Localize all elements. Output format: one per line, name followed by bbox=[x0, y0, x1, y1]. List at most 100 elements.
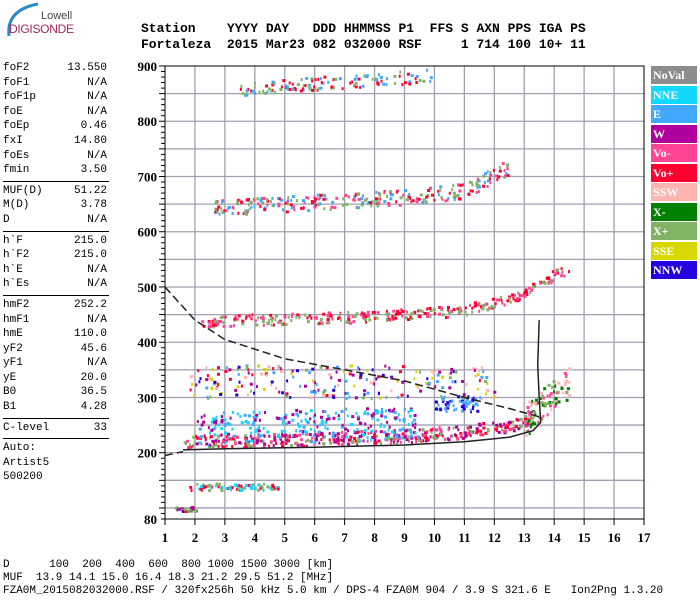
echo-dot bbox=[347, 429, 349, 433]
echo-dot bbox=[528, 411, 532, 415]
echo-dot bbox=[461, 396, 464, 400]
echo-dot bbox=[476, 409, 480, 413]
echo-dot bbox=[317, 77, 320, 81]
echo-dot bbox=[225, 366, 228, 370]
echo-dot bbox=[475, 431, 479, 435]
echo-dot bbox=[336, 432, 340, 436]
echo-dot bbox=[393, 437, 397, 441]
echo-dot bbox=[281, 440, 283, 444]
echo-dot bbox=[262, 89, 265, 93]
echo-dot bbox=[188, 446, 192, 450]
echo-dot bbox=[478, 379, 481, 383]
echo-dot bbox=[524, 420, 527, 423]
echo-dot bbox=[310, 390, 314, 394]
echo-dot bbox=[353, 84, 355, 88]
echo-dot bbox=[422, 198, 426, 202]
echo-dot bbox=[330, 85, 334, 89]
echo-dot bbox=[465, 433, 467, 437]
echo-dot bbox=[553, 271, 557, 275]
echo-dot bbox=[363, 411, 367, 415]
echo-dot bbox=[466, 397, 469, 401]
echo-dot bbox=[305, 430, 308, 434]
param-label: hmF1 bbox=[3, 313, 30, 326]
param-label: M(D) bbox=[3, 199, 30, 212]
echo-dot bbox=[527, 419, 531, 423]
echo-dot bbox=[394, 316, 398, 320]
echo-dot bbox=[342, 197, 345, 201]
echo-dot bbox=[412, 310, 415, 314]
echo-dot bbox=[361, 84, 365, 88]
echo-dot bbox=[373, 382, 376, 386]
echo-dot bbox=[327, 417, 331, 421]
echo-dot bbox=[257, 483, 261, 487]
echo-dot bbox=[435, 436, 439, 440]
x-tick-label: 17 bbox=[638, 530, 652, 545]
echo-dot bbox=[495, 423, 499, 427]
echo-dot bbox=[304, 417, 307, 421]
echo-dot bbox=[206, 395, 209, 399]
echo-dot bbox=[447, 428, 450, 432]
echo-dot bbox=[410, 312, 414, 316]
echo-dot bbox=[543, 402, 547, 406]
echo-dot bbox=[433, 198, 436, 202]
echo-dot bbox=[479, 396, 482, 400]
echo-dot bbox=[531, 399, 534, 403]
echo-dot bbox=[325, 197, 328, 201]
echo-dot bbox=[530, 288, 534, 292]
x-tick-label: 16 bbox=[608, 530, 622, 545]
echo-dot bbox=[386, 433, 390, 436]
param-row: B1 4.28 bbox=[3, 400, 107, 415]
echo-dot bbox=[269, 199, 272, 203]
echo-dot bbox=[195, 436, 199, 440]
echo-dot bbox=[370, 397, 373, 401]
echo-dot bbox=[470, 430, 473, 434]
echo-dot bbox=[484, 172, 487, 176]
echo-dot bbox=[454, 380, 457, 384]
echo-dot bbox=[461, 183, 464, 187]
echo-dot bbox=[280, 429, 284, 433]
echo-dot bbox=[251, 89, 255, 93]
echo-dot bbox=[278, 390, 281, 394]
echo-dot bbox=[237, 314, 241, 318]
echo-dot bbox=[461, 380, 465, 383]
echo-dot bbox=[273, 437, 276, 441]
echo-dot bbox=[217, 444, 220, 448]
echo-dot bbox=[482, 303, 486, 307]
echo-dot bbox=[232, 410, 234, 414]
echo-dot bbox=[348, 319, 351, 323]
echo-dot bbox=[223, 431, 227, 435]
echo-dot bbox=[308, 314, 311, 318]
echo-dot bbox=[245, 366, 249, 369]
echo-dot bbox=[233, 324, 235, 328]
echo-dot bbox=[387, 408, 391, 412]
echo-dot bbox=[566, 391, 569, 395]
echo-dot bbox=[218, 482, 221, 486]
echo-dot bbox=[308, 433, 312, 437]
echo-dot bbox=[367, 426, 370, 430]
echo-dot bbox=[236, 317, 239, 321]
legend-item-noval: NoVal bbox=[651, 66, 697, 84]
param-value: N/A bbox=[87, 278, 107, 291]
echo-dot bbox=[404, 429, 408, 433]
echo-dot bbox=[467, 395, 470, 399]
echo-dot bbox=[419, 389, 423, 393]
echo-dot bbox=[273, 487, 276, 491]
echo-dot bbox=[334, 411, 337, 415]
echo-dot bbox=[273, 433, 276, 436]
echo-dot bbox=[409, 409, 413, 412]
header-labels: Station YYYY DAY DDD HHMMSS P1 FFS S AXN… bbox=[141, 21, 586, 36]
echo-dot bbox=[457, 395, 461, 399]
echo-dot bbox=[211, 368, 214, 371]
echo-dot bbox=[398, 203, 402, 207]
echo-dot bbox=[368, 318, 372, 322]
echo-dot bbox=[410, 74, 414, 78]
echo-dot bbox=[546, 402, 550, 406]
echo-dot bbox=[334, 77, 338, 81]
echo-dot bbox=[309, 396, 313, 400]
param-row: foF1p N/A bbox=[3, 90, 107, 105]
echo-dot bbox=[468, 400, 472, 404]
echo-dot bbox=[312, 88, 316, 92]
echo-dot bbox=[390, 389, 393, 393]
echo-dot bbox=[375, 78, 379, 82]
echo-dot bbox=[426, 377, 429, 381]
